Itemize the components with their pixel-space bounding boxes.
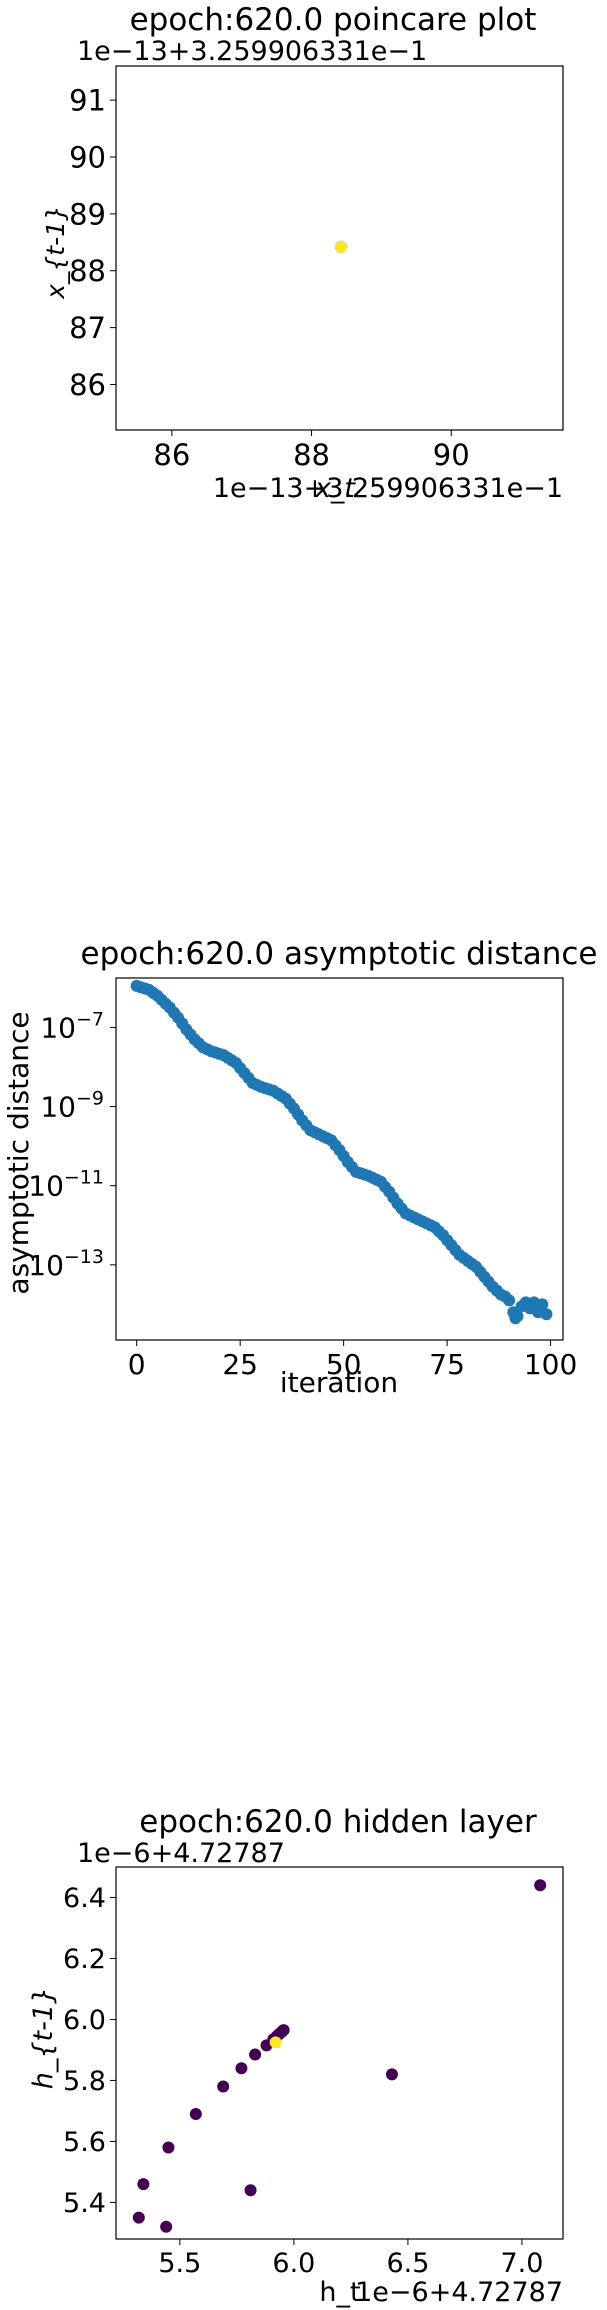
x-tick-label: 90 <box>433 438 470 472</box>
x-offset-label: 1e−6+4.72787 <box>355 2277 563 2308</box>
chart-title: epoch:620.0 hidden layer <box>139 1804 537 1840</box>
x-tick-label: 0 <box>128 1348 146 1381</box>
data-point <box>244 2184 257 2197</box>
y-axis-label: h_{t-1} <box>28 1987 59 2089</box>
data-point <box>536 1298 549 1311</box>
data-point <box>132 2211 145 2224</box>
x-tick-label: 100 <box>524 1348 577 1381</box>
x-tick-label: 6.0 <box>272 2248 315 2279</box>
y-tick-label: 6.2 <box>63 1944 106 1975</box>
x-tick-label: 75 <box>429 1348 465 1381</box>
x-offset-label: 1e−13+3.259906331e−1 <box>213 473 563 504</box>
data-point <box>249 2048 262 2061</box>
y-tick-label: 89 <box>69 197 106 231</box>
y-axis-label: asymptotic distance <box>2 1011 35 1294</box>
y-tick-label: 86 <box>69 368 106 402</box>
data-point <box>217 2080 230 2093</box>
data-point <box>277 2024 290 2037</box>
data-point <box>503 1294 516 1307</box>
x-tick-label: 6.5 <box>386 2248 429 2279</box>
x-tick-label: 7.0 <box>500 2248 543 2279</box>
y-tick-label: 5.8 <box>63 2066 106 2097</box>
chart-title: epoch:620.0 poincare plot <box>130 2 537 38</box>
data-point <box>160 2220 173 2233</box>
y-offset-label: 1e−6+4.72787 <box>77 1838 285 1869</box>
y-tick-label: 6.4 <box>63 1883 106 1914</box>
plot-frame <box>115 1866 564 2240</box>
x-tick-label: 86 <box>153 438 190 472</box>
data-point <box>235 2062 248 2075</box>
x-tick-label: 88 <box>293 438 330 472</box>
y-tick-label: 5.4 <box>63 2188 106 2219</box>
data-point <box>269 2036 282 2049</box>
chart-poincare-plot: epoch:620.0 poincare plot 1e−13+3.259906… <box>41 2 564 504</box>
plot-frame <box>115 977 564 1341</box>
x-tick-label: 50 <box>326 1348 362 1381</box>
y-axis-label: x_{t-1} <box>41 205 70 300</box>
data-point <box>334 240 347 253</box>
chart-hidden-layer: epoch:620.0 hidden layer 1e−6+4.72787 h_… <box>28 1804 564 2308</box>
y-offset-label: 1e−13+3.259906331e−1 <box>77 36 427 67</box>
x-tick-label: 25 <box>222 1348 258 1381</box>
data-point <box>189 2107 202 2120</box>
x-axis-label: x_t <box>314 473 356 504</box>
y-tick-label: 10−13 <box>28 1246 104 1282</box>
data-point <box>511 1310 524 1323</box>
y-tick-label: 10−7 <box>40 1008 104 1044</box>
y-tick-label: 87 <box>69 311 106 345</box>
x-tick-label: 5.5 <box>158 2248 201 2279</box>
chart-asymptotic-distance: epoch:620.0 asymptotic distance iteratio… <box>2 936 597 1399</box>
y-tick-label: 90 <box>69 140 106 174</box>
y-tick-label: 91 <box>69 84 106 118</box>
data-point <box>540 1308 553 1321</box>
y-tick-label: 6.0 <box>63 2005 106 2036</box>
y-tick-label: 10−9 <box>40 1088 104 1124</box>
plot-frame <box>115 65 564 431</box>
x-axis-label: h_t <box>319 2277 360 2308</box>
data-point <box>385 2068 398 2081</box>
x-axis-label: iteration <box>280 1366 398 1399</box>
data-point <box>162 2141 175 2154</box>
data-point <box>534 1879 547 1892</box>
data-point <box>137 2178 150 2191</box>
y-tick-label: 10−11 <box>28 1167 104 1203</box>
chart-title: epoch:620.0 asymptotic distance <box>81 936 598 972</box>
y-tick-label: 88 <box>69 254 106 288</box>
y-tick-label: 5.6 <box>63 2127 106 2158</box>
